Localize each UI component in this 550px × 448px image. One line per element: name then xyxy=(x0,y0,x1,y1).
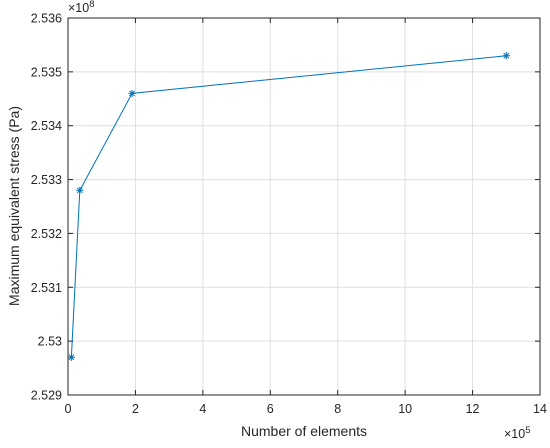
x-axis-label: Number of elements xyxy=(241,423,367,439)
x-tick-label: 2 xyxy=(132,402,139,416)
y-tick-label: 2.535 xyxy=(31,65,62,79)
y-multiplier-exponent: 8 xyxy=(89,0,94,10)
y-tick-label: 2.532 xyxy=(31,227,62,241)
tick-marks xyxy=(67,17,541,396)
y-tick-label: 2.53 xyxy=(38,335,62,349)
x-multiplier-base: ×10 xyxy=(504,427,525,441)
y-tick-label: 2.536 xyxy=(31,12,62,26)
grid-lines xyxy=(67,17,541,396)
x-tick-label: 8 xyxy=(334,402,341,416)
x-tick-label: 0 xyxy=(65,402,72,416)
data-point xyxy=(67,353,75,361)
series-line xyxy=(70,55,507,358)
data-point xyxy=(502,52,510,60)
y-axis-multiplier: ×108 xyxy=(68,0,95,15)
x-tick-label: 12 xyxy=(466,402,480,416)
data-point xyxy=(128,89,136,97)
y-axis-label: Maximum equivalent stress (Pa) xyxy=(6,106,22,306)
x-multiplier-exponent: 5 xyxy=(525,425,530,436)
x-tick-label: 4 xyxy=(199,402,206,416)
y-tick-label: 2.531 xyxy=(31,281,62,295)
x-tick-labels: 0 2 4 6 8 10 12 14 xyxy=(65,402,547,416)
x-tick-label: 6 xyxy=(267,402,274,416)
data-point xyxy=(76,186,84,194)
plot-background xyxy=(68,18,540,395)
y-tick-label: 2.529 xyxy=(31,389,62,403)
x-tick-label: 10 xyxy=(398,402,412,416)
plot-frame xyxy=(67,17,541,396)
data-series xyxy=(67,52,510,361)
y-tick-label: 2.534 xyxy=(31,119,62,133)
y-multiplier-base: ×10 xyxy=(68,1,89,15)
y-tick-labels: 2.529 2.53 2.531 2.532 2.533 2.534 2.535 2.536 xyxy=(31,12,62,403)
x-tick-label: 14 xyxy=(533,402,547,416)
x-axis-multiplier: ×105 xyxy=(504,425,531,441)
y-tick-label: 2.533 xyxy=(31,173,62,187)
